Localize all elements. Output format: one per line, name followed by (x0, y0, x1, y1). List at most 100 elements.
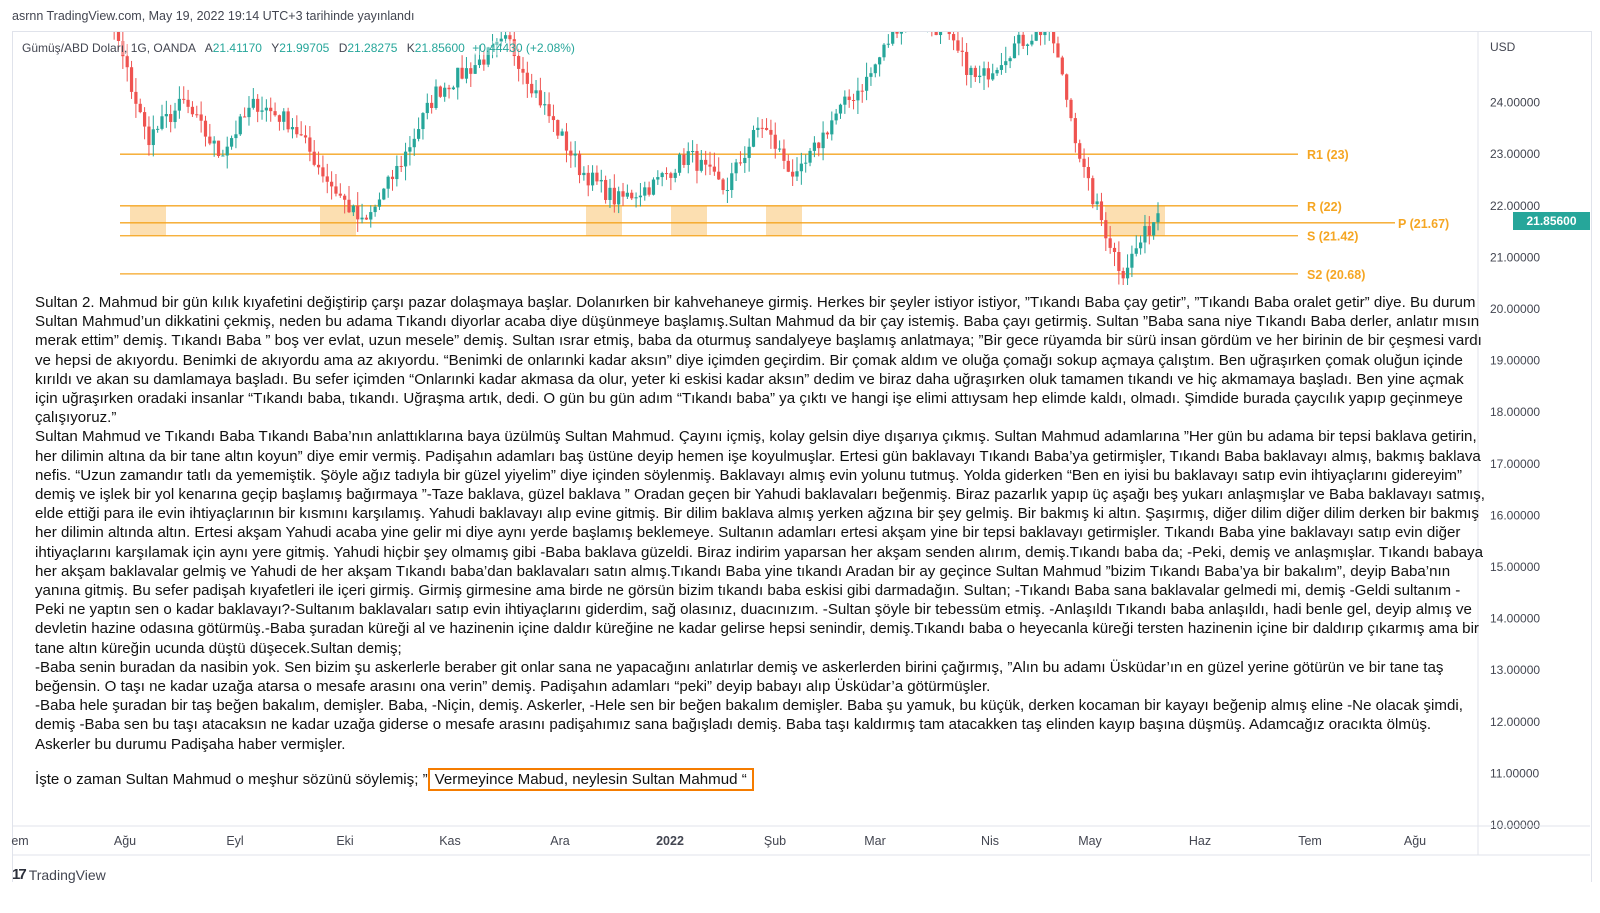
candle (1034, 32, 1038, 42)
candle (830, 111, 834, 141)
symbol-legend[interactable]: Gümüş/ABD Doları, 1G, OANDA A21.41170 Y2… (22, 41, 575, 55)
candle (577, 150, 582, 184)
candle (851, 93, 856, 110)
candle (469, 62, 473, 87)
candle (508, 32, 512, 52)
candle (969, 65, 973, 88)
candle (290, 118, 295, 139)
x-tick-label: Eyl (226, 834, 243, 848)
candle (1078, 139, 1082, 163)
candle (221, 149, 225, 157)
candle (808, 148, 812, 167)
candle (986, 61, 990, 88)
tradingview-logo[interactable]: 17 TradingView (12, 866, 106, 883)
candle (147, 116, 151, 156)
candle (717, 157, 721, 180)
level-label: S (21.42) (1307, 230, 1358, 244)
sr-zone (766, 205, 802, 236)
candle (512, 32, 516, 66)
candle (751, 125, 756, 148)
candle (938, 32, 943, 44)
sr-zone (671, 205, 707, 236)
candle (891, 32, 895, 46)
chart-frame[interactable] (12, 31, 1592, 882)
candle (1043, 32, 1047, 45)
candle (295, 115, 299, 138)
y-tick-label: 12.00000 (1490, 715, 1540, 729)
y-tick-label: 23.00000 (1490, 147, 1540, 161)
candle (669, 171, 673, 191)
candle (804, 154, 808, 173)
candle (177, 86, 181, 119)
x-tick-label: Tem (1298, 834, 1322, 848)
tradingview-mark-icon: 17 (12, 866, 27, 883)
famous-quote: Vermeyince Mabud, neylesin Sultan Mahmud… (427, 767, 754, 791)
candle (1099, 192, 1104, 227)
candle (825, 131, 830, 139)
candle (886, 34, 890, 48)
candle (656, 170, 660, 185)
candle (312, 140, 316, 167)
candle (477, 45, 482, 69)
candle (1082, 148, 1086, 178)
candle (991, 63, 995, 81)
sr-zone (586, 205, 622, 236)
level-label: S2 (20.68) (1307, 268, 1365, 282)
candle (1104, 212, 1108, 251)
candle (1095, 193, 1099, 211)
x-axis: em Ağu Eyl Eki Kas Ara 2022 Şub Mar Nis May Haz Tem A… (11, 825, 1590, 856)
candle (960, 37, 964, 67)
candle (225, 136, 229, 169)
candle (625, 184, 629, 199)
candle (412, 128, 416, 156)
candle (434, 79, 438, 110)
candle (482, 50, 486, 71)
candle (595, 165, 599, 185)
candle (395, 155, 399, 187)
x-tick-label: Ağu (1404, 834, 1426, 848)
candle (743, 146, 747, 173)
candle (277, 114, 282, 131)
candle (369, 205, 373, 228)
candle (156, 125, 160, 133)
candle (325, 163, 329, 194)
candle (282, 108, 286, 131)
candle (973, 65, 977, 82)
x-tick-label: Ara (550, 834, 570, 848)
candle (734, 158, 738, 182)
candle (517, 48, 521, 82)
candle (747, 138, 751, 172)
candle (1143, 214, 1147, 254)
candle (725, 177, 730, 204)
candle (569, 141, 573, 168)
candle (660, 171, 664, 187)
level-label: R (22) (1307, 200, 1342, 214)
candle (999, 52, 1004, 75)
candlesticks (113, 32, 1160, 285)
candle (551, 104, 556, 133)
x-tick-label: Eki (336, 834, 353, 848)
candle (769, 119, 773, 149)
candle (1117, 241, 1121, 285)
candle (443, 82, 447, 102)
candle (408, 136, 412, 166)
candle (638, 183, 643, 207)
candle (1017, 32, 1021, 56)
candle (604, 175, 608, 204)
candle (795, 157, 799, 182)
candle (756, 117, 760, 138)
candle (934, 32, 938, 36)
candle (243, 107, 247, 118)
candle (982, 61, 986, 90)
candle (247, 96, 251, 126)
candle (651, 177, 656, 196)
candle (173, 102, 177, 129)
x-tick-label: Haz (1189, 834, 1211, 848)
candle (782, 139, 786, 170)
candle (264, 99, 268, 122)
candle (695, 143, 699, 184)
candle (682, 148, 686, 168)
low-label: D (338, 41, 348, 55)
candle (386, 175, 390, 198)
